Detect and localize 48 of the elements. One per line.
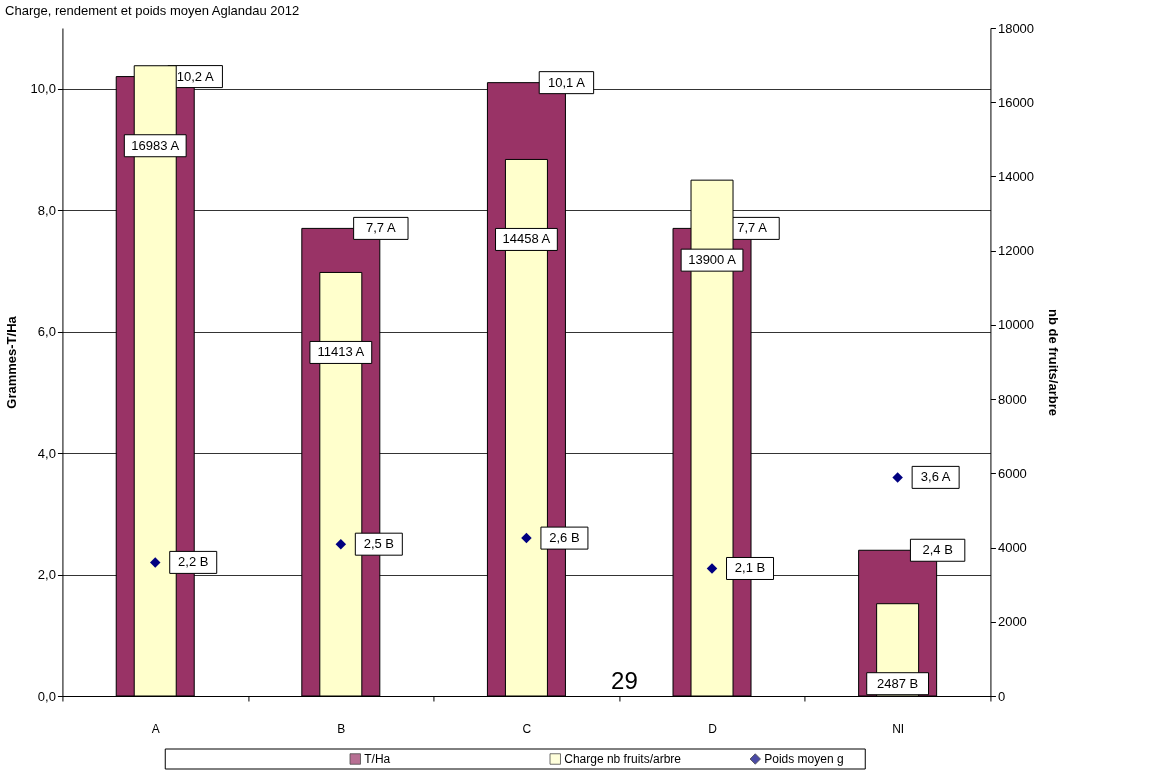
point [149,557,161,568]
data-label: 2487 B [877,675,919,691]
data-label: 2,2 B [178,554,209,570]
data-label: 2,4 B [922,542,953,558]
y2-tick-label: 8000 [997,391,1027,407]
data-label: 2,6 B [549,530,580,546]
y2-tick-label: 0 [997,688,1006,704]
legend-label: Charge nb fruits/arbre [564,752,682,766]
point [892,472,903,483]
data-label: 10,2 A [176,68,214,84]
y2-axis-title: nb de fruits/arbre [1046,309,1062,416]
data-label: 2,1 B [734,560,766,576]
y-axis-title: Grammes-T/Ha [3,315,19,409]
data-label: 11413 A [317,344,365,360]
y2-tick-label: 4000 [997,540,1027,556]
x-tick-label: C [522,721,532,736]
data-label: 7,7 A [737,220,768,236]
point [335,538,347,550]
y2-tick-label: 6000 [997,465,1027,481]
y2-tick-label: 12000 [997,243,1035,259]
y2-tick-label: 10000 [997,317,1035,333]
y-tick-label: 8,0 [37,202,56,218]
x-tick-label: NI [892,721,905,736]
data-label: 16983 A [131,137,180,153]
y2-tick-label: 16000 [997,94,1035,110]
data-label: 14458 A [502,231,551,247]
point [521,532,532,544]
x-tick-label: A [151,721,160,736]
y-tick-label: 2,0 [37,567,56,583]
x-tick-label: B [337,721,346,736]
y-tick-label: 4,0 [37,445,56,461]
y-tick-label: 6,0 [37,324,56,340]
data-label: 2,5 B [363,536,394,552]
annotation: 29 [611,667,638,694]
point [706,563,718,574]
y2-tick-label: 18000 [997,20,1035,36]
y2-tick-label: 2000 [997,614,1027,630]
chart-title: Charge, rendement et poids moyen Aglandau 2012 [5,3,300,18]
data-label: 10,1 A [547,74,586,90]
data-label: 7,7 A [366,220,396,236]
legend-label: T/Ha [364,752,391,766]
x-tick-label: D [708,721,718,736]
y-tick-label: 0,0 [37,688,56,704]
legend-label: Poids moyen g [764,752,844,766]
y2-tick-label: 14000 [997,168,1035,184]
data-label: 3,6 A [920,469,951,485]
data-label: 13900 A [688,252,737,268]
y-tick-label: 10,0 [30,81,56,97]
